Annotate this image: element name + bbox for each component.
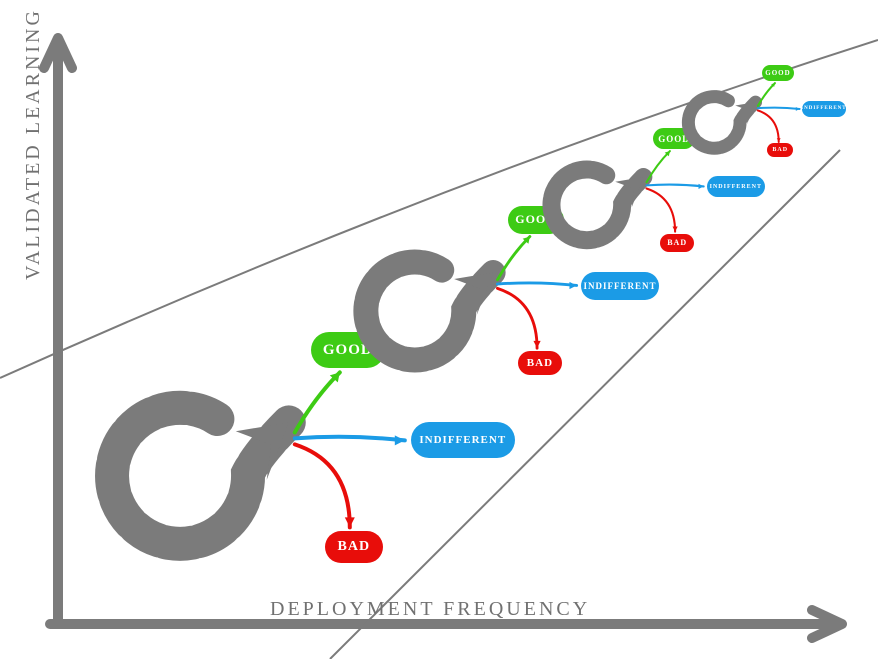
cycle-node-2: GOODINDIFFERENTBAD — [540, 150, 675, 270]
bad-pill: BAD — [325, 531, 383, 563]
bad-pill: BAD — [660, 234, 694, 252]
good-arrow — [295, 372, 340, 432]
bad-pill: BAD — [767, 143, 793, 157]
cycle-svg — [680, 67, 840, 189]
bad-pill: BAD — [518, 351, 562, 375]
indifferent-arrow — [295, 437, 405, 441]
indifferent-arrow — [758, 107, 800, 108]
indifferent-arrowhead-icon — [796, 107, 800, 111]
y-axis — [44, 38, 72, 620]
cycle-node-3: GOODINDIFFERENTBAD — [680, 82, 779, 169]
y-axis-label: VALIDATED LEARNING — [22, 8, 45, 280]
bad-arrowhead-icon — [345, 517, 355, 527]
bad-arrow — [497, 289, 537, 349]
good-arrow — [646, 151, 669, 182]
indifferent-pill: INDIFFERENT — [802, 101, 846, 117]
indifferent-arrowhead-icon — [395, 435, 405, 445]
good-arrow — [758, 83, 775, 106]
bad-arrow — [295, 444, 350, 527]
good-pill: GOOD — [762, 65, 794, 81]
bad-arrowhead-icon — [777, 138, 781, 142]
good-arrow — [497, 237, 529, 280]
bad-arrowhead-icon — [672, 227, 677, 232]
bad-arrow — [758, 110, 779, 142]
bad-arrow — [646, 189, 675, 232]
cycle-node-0: GOODINDIFFERENTBAD — [90, 370, 350, 600]
cycle-node-1: GOODINDIFFERENTBAD — [350, 235, 537, 401]
bad-arrowhead-icon — [533, 341, 540, 348]
